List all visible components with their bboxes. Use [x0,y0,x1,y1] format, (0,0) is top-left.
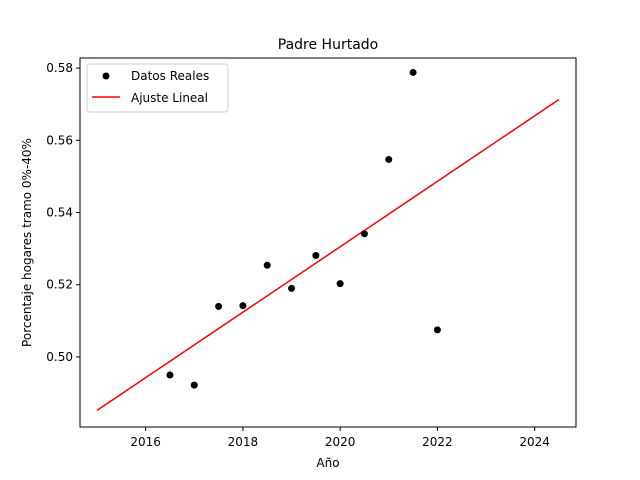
data-point [190,381,198,389]
y-tick-label: 0.50 [46,350,73,364]
data-point [336,280,344,288]
data-point [312,251,320,259]
data-point [385,155,393,163]
x-tick-label: 2018 [228,435,259,449]
chart-title: Padre Hurtado [278,37,378,53]
data-point [409,68,417,76]
data-point [166,371,174,379]
x-axis-label: Año [316,456,339,470]
y-tick-label: 0.58 [46,61,73,75]
legend-box [86,63,229,113]
y-tick-label: 0.54 [46,206,73,220]
data-point [360,230,368,238]
y-tick-label: 0.52 [46,278,73,292]
y-axis: 0.50 0.52 0.54 0.56 0.58 [46,61,80,364]
x-tick-label: 2024 [519,435,550,449]
y-tick-label: 0.56 [46,133,73,147]
data-point [239,302,247,310]
x-tick-label: 2022 [422,435,453,449]
y-axis-label: Porcentaje hogares tramo 0%-40% [20,138,34,347]
x-axis: 2016 2018 2020 2022 2024 [130,427,550,449]
x-tick-label: 2016 [130,435,161,449]
data-point [263,261,271,269]
legend-marker-datos-reales [102,72,110,80]
data-point [288,284,296,292]
fit-line [96,98,560,412]
legend-label-ajuste-lineal: Ajuste Lineal [131,91,208,105]
axes-frame [79,57,577,428]
x-tick-label: 2020 [325,435,356,449]
data-point [433,326,441,334]
legend: Datos Reales Ajuste Lineal [86,63,229,113]
legend-label-datos-reales: Datos Reales [131,69,209,83]
plot-area [96,68,560,412]
data-point [215,302,223,310]
